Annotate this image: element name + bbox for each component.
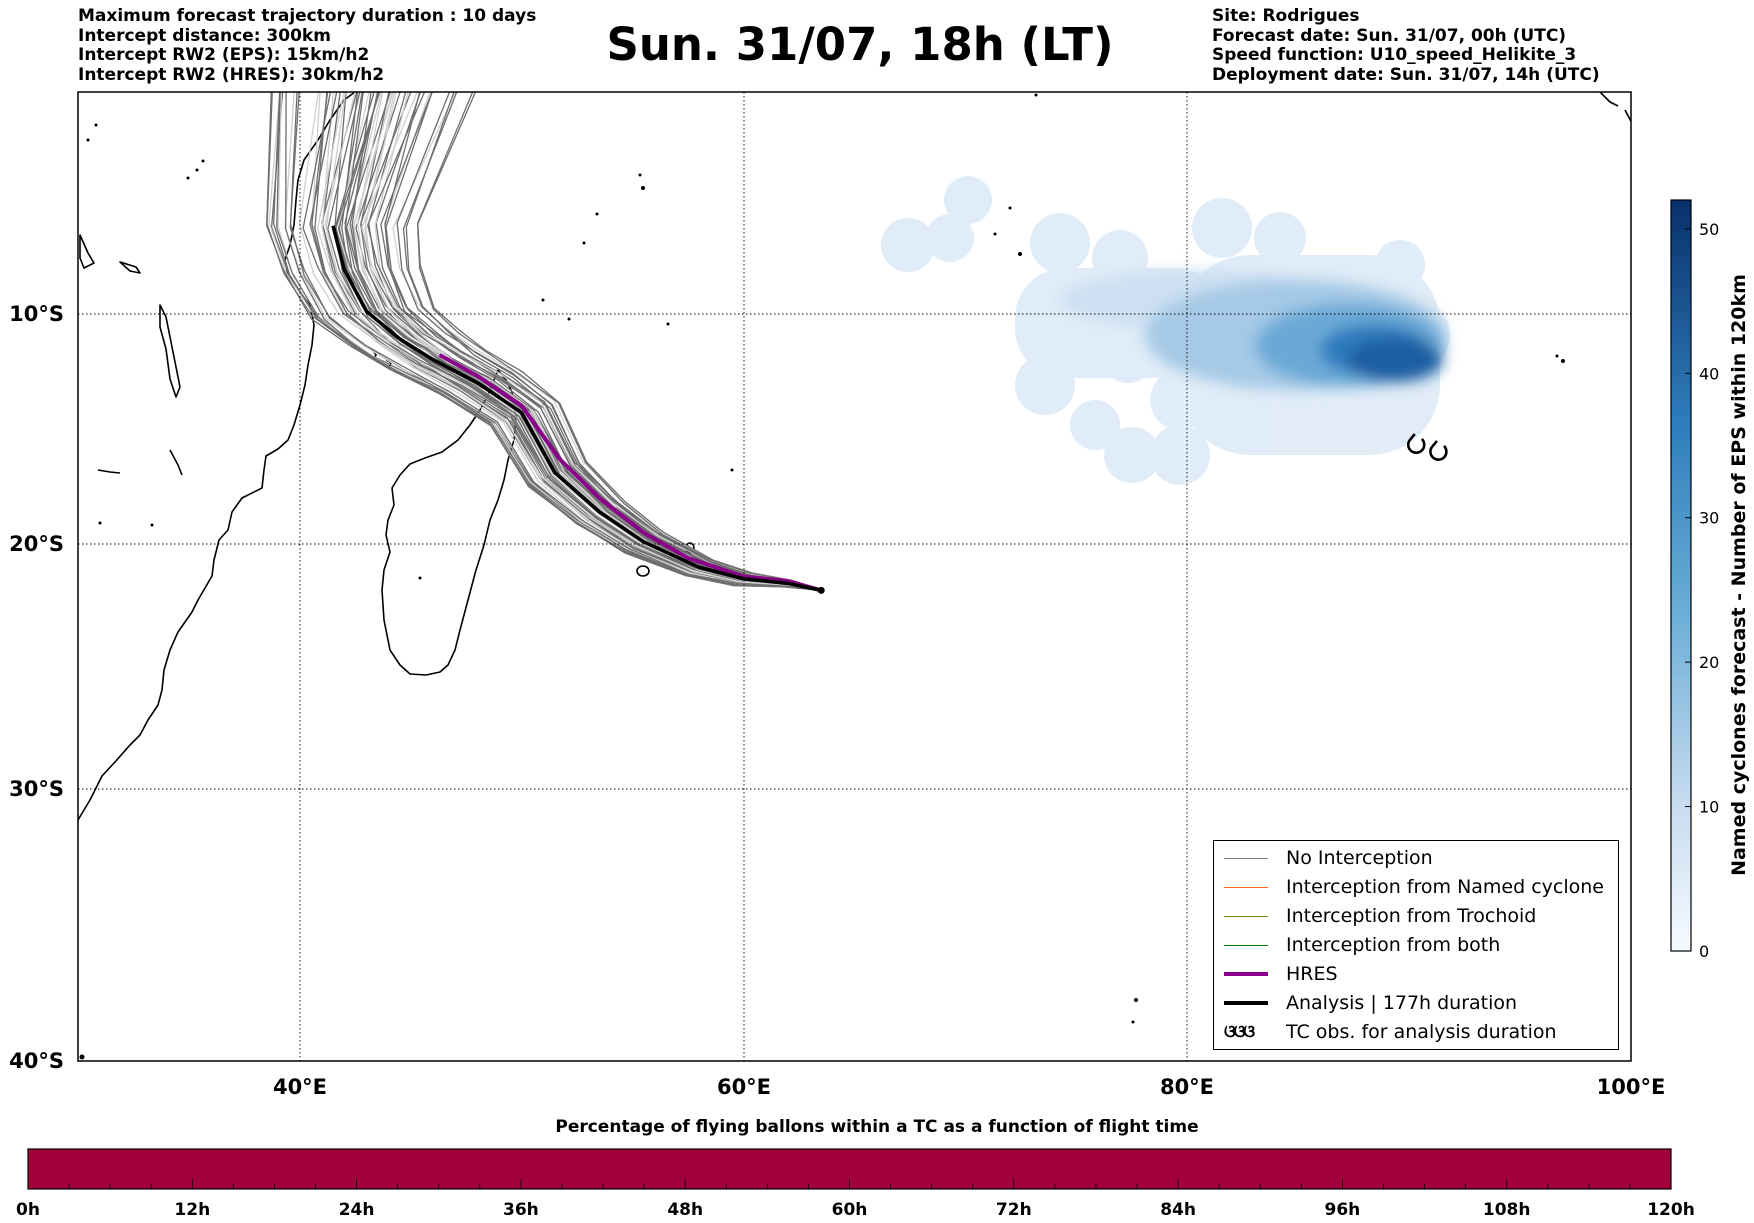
- info-line: Intercept distance: 300km: [78, 25, 331, 46]
- timeline-label: 72h: [996, 1200, 1032, 1220]
- colorbar-tick-label: 10: [1699, 798, 1719, 817]
- timeline-label: 36h: [503, 1200, 539, 1220]
- legend-label: Interception from both: [1286, 934, 1501, 956]
- ensemble-member-trajectory: [402, 92, 822, 591]
- legend-label: TC obs. for analysis duration: [1286, 1021, 1557, 1043]
- legend-item-trochoid: Interception from Trochoid: [1224, 902, 1536, 930]
- lat-tick-label: 30°S: [9, 777, 64, 801]
- legend-item-no-interception: No Interception: [1224, 844, 1433, 872]
- ensemble-trajectories: [266, 92, 822, 591]
- tc-observations: [1406, 433, 1448, 461]
- timeline-label: 120h: [1647, 1200, 1695, 1220]
- ensemble-member-trajectory: [284, 92, 822, 591]
- ensemble-member-trajectory: [285, 92, 822, 591]
- info-line: Intercept RW2 (HRES): 30km/h2: [78, 64, 385, 85]
- map-frame: [77, 91, 1632, 1062]
- info-line: Deployment date: Sun. 31/07, 14h (UTC): [1212, 64, 1600, 85]
- ensemble-member-trajectory: [337, 92, 822, 591]
- legend-swatch: [1224, 857, 1268, 859]
- legend-item-tc-obs: ଓଓଓ TC obs. for analysis duration: [1224, 1018, 1557, 1046]
- ensemble-member-trajectory: [298, 92, 822, 591]
- ensemble-member-trajectory: [302, 92, 822, 591]
- legend-label: HRES: [1286, 963, 1338, 985]
- legend-swatch: [1224, 972, 1268, 976]
- legend-item-both: Interception from both: [1224, 931, 1500, 959]
- lat-tick-label: 40°S: [9, 1049, 64, 1073]
- legend-label: Interception from Trochoid: [1286, 905, 1537, 927]
- ensemble-member-trajectory: [289, 92, 822, 591]
- latitude-labels: 10°S 20°S 30°S 40°S: [9, 302, 64, 1073]
- cyclone-symbol-icon: ଓଓଓ: [1224, 1022, 1255, 1042]
- site-information: Site: Rodrigues Forecast date: Sun. 31/0…: [1212, 6, 1600, 85]
- density-colorbar: 0 10 20 30 40 50 Named cyclones forecast - Nu…: [1670, 199, 1750, 961]
- tc-observation-icon: [1406, 433, 1426, 455]
- legend-label: Interception from Named cyclone: [1286, 876, 1604, 898]
- legend-item-hres: HRES: [1224, 960, 1338, 988]
- deployment-site-marker: [817, 586, 825, 594]
- cyclone-density-core: [1060, 270, 1445, 390]
- flight-time-bar: 0h 12h 24h 36h 48h 60h 72h 84h 96h 108h 120h: [16, 1148, 1695, 1220]
- timeline-label: 84h: [1160, 1200, 1196, 1220]
- timeline-label: 24h: [339, 1200, 375, 1220]
- analysis-trajectory: [331, 225, 822, 593]
- timeline-label: 0h: [16, 1200, 40, 1220]
- timeline-label: 48h: [667, 1200, 703, 1220]
- info-line: Intercept RW2 (EPS): 15km/h2: [78, 45, 370, 65]
- lat-tick-label: 20°S: [9, 532, 64, 556]
- lon-tick-label: 40°E: [273, 1075, 327, 1099]
- info-line: Maximum forecast trajectory duration : 1…: [78, 6, 537, 26]
- legend-item-analysis: Analysis | 177h duration: [1224, 989, 1517, 1017]
- coastlines: [78, 92, 1631, 821]
- timeline-label: 96h: [1325, 1200, 1361, 1220]
- ensemble-member-trajectory: [272, 92, 822, 591]
- legend-swatch: [1224, 915, 1268, 917]
- colorbar-tick-label: 40: [1699, 364, 1719, 383]
- lon-tick-label: 80°E: [1160, 1075, 1214, 1099]
- colorbar-tick-label: 30: [1699, 509, 1719, 528]
- lon-tick-label: 100°E: [1597, 1075, 1666, 1099]
- legend-swatch: [1224, 944, 1268, 946]
- longitude-labels: 40°E 60°E 80°E 100°E: [273, 1075, 1665, 1099]
- hres-trajectory: [438, 353, 822, 593]
- ensemble-member-trajectory: [289, 92, 822, 591]
- info-line: Forecast date: Sun. 31/07, 00h (UTC): [1212, 25, 1567, 46]
- legend-swatch: [1224, 1001, 1268, 1005]
- timeline-title: Percentage of flying ballons within a TC…: [555, 1117, 1199, 1137]
- colorbar-label: Named cyclones forecast - Number of EPS …: [1728, 274, 1750, 876]
- tc-observation-icon: [1429, 440, 1448, 461]
- info-line: Speed function: U10_speed_Helikite_3: [1212, 45, 1577, 65]
- timeline-label: 60h: [832, 1200, 868, 1220]
- legend-label: Analysis | 177h duration: [1286, 992, 1518, 1014]
- lon-tick-label: 60°E: [717, 1075, 771, 1099]
- legend-label: No Interception: [1286, 847, 1433, 869]
- colorbar-tick-label: 50: [1699, 220, 1719, 239]
- legend-swatch: [1224, 886, 1268, 888]
- colorbar-tick-label: 20: [1699, 653, 1719, 672]
- map-legend: No Interception Interception from Named …: [1213, 840, 1619, 1050]
- legend-item-named-cyclone: Interception from Named cyclone: [1224, 873, 1604, 901]
- ensemble-member-trajectory: [417, 92, 822, 591]
- forecast-parameters: Maximum forecast trajectory duration : 1…: [78, 6, 537, 85]
- page-title: Sun. 31/07, 18h (LT): [606, 18, 1114, 71]
- lat-tick-label: 10°S: [9, 302, 64, 326]
- colorbar-tick-label: 0: [1699, 942, 1709, 961]
- timeline-label: 108h: [1483, 1200, 1531, 1220]
- info-line: Site: Rodrigues: [1212, 6, 1360, 26]
- timeline-label: 12h: [174, 1200, 210, 1220]
